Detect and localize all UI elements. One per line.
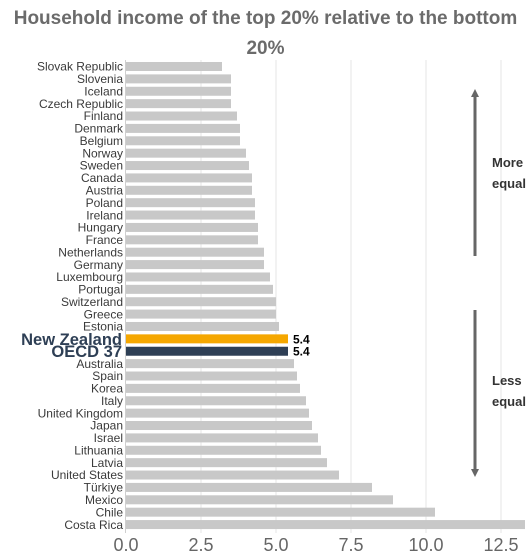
bar-canada [126, 173, 252, 183]
category-label-korea: Korea [91, 382, 123, 396]
category-label-united-states: United States [51, 468, 123, 482]
value-labels: 5.45.4 [293, 332, 310, 358]
x-tick-label: 0.0 [113, 535, 138, 555]
bar-slovenia [126, 74, 231, 84]
category-label-hungary: Hungary [78, 221, 123, 235]
category-label-estonia: Estonia [83, 320, 123, 334]
bar-sweden [126, 161, 249, 171]
bar-netherlands [126, 247, 264, 257]
bar-norway [126, 148, 246, 158]
bar-costa-rica [126, 520, 525, 530]
category-label-ireland: Ireland [86, 208, 123, 222]
category-label-slovak-republic: Slovak Republic [37, 60, 123, 74]
bar-spain [126, 371, 297, 381]
category-label-denmark: Denmark [74, 122, 124, 136]
category-label-costa-rica: Costa Rica [64, 518, 123, 532]
bar-oecd-37 [126, 346, 288, 356]
category-label-iceland: Iceland [84, 84, 123, 98]
category-label-luxembourg: Luxembourg [56, 270, 123, 284]
bar-chile [126, 507, 435, 517]
category-label-canada: Canada [81, 171, 123, 185]
value-label-oecd-37: 5.4 [293, 345, 310, 359]
bar-hungary [126, 222, 258, 232]
chart-title: Household income of the top 20% relative… [13, 8, 518, 59]
category-label-czech-republic: Czech Republic [39, 97, 123, 111]
bar-japan [126, 421, 312, 431]
category-label-mexico: Mexico [85, 493, 123, 507]
more-equal-annotation: More equal [471, 89, 526, 256]
x-tick-label: 12.5 [483, 535, 518, 555]
bar-korea [126, 383, 300, 393]
category-label-greece: Greece [84, 307, 124, 321]
category-label-finland: Finland [84, 109, 123, 123]
category-label-germany: Germany [74, 258, 123, 272]
bar-ireland [126, 210, 255, 220]
category-label-turkiye: Türkiye [84, 481, 124, 495]
bar-czech-republic [126, 99, 231, 109]
category-label-slovenia: Slovenia [77, 72, 123, 86]
bar-slovak-republic [126, 62, 222, 71]
category-label-portugal: Portugal [78, 283, 123, 297]
category-label-oecd-37: OECD 37 [51, 343, 122, 361]
x-tick-label: 2.5 [188, 535, 213, 555]
arrow-up-icon [471, 89, 479, 97]
bar-belgium [126, 136, 240, 146]
x-tick-label: 5.0 [263, 535, 288, 555]
category-label-austria: Austria [86, 184, 124, 198]
bar-united-kingdom [126, 408, 309, 418]
category-label-norway: Norway [82, 146, 123, 160]
category-label-israel: Israel [94, 431, 123, 445]
bar-germany [126, 260, 264, 270]
more-equal-line1: More [492, 155, 523, 170]
more-equal-line2: equal [492, 176, 526, 191]
bar-turkiye [126, 482, 372, 492]
category-label-belgium: Belgium [80, 134, 123, 148]
bar-italy [126, 396, 306, 406]
bar-france [126, 235, 258, 245]
category-label-netherlands: Netherlands [58, 245, 123, 259]
category-label-italy: Italy [101, 394, 123, 408]
arrow-down-icon [471, 469, 479, 477]
less-equal-line1: Less [492, 373, 522, 388]
bar-latvia [126, 458, 327, 468]
bar-iceland [126, 86, 231, 96]
bar-new-zealand [126, 334, 288, 344]
bar-austria [126, 185, 252, 195]
less-equal-annotation: Less equal [471, 310, 526, 477]
bar-switzerland [126, 297, 276, 307]
category-label-chile: Chile [96, 505, 124, 519]
x-axis-ticks: 0.0 2.5 5.0 7.5 10.0 12.5 [113, 535, 518, 555]
bar-finland [126, 111, 237, 121]
bars [126, 62, 525, 530]
bar-lithuania [126, 445, 321, 455]
category-label-new-zealand: New Zealand [21, 331, 122, 349]
category-label-latvia: Latvia [91, 456, 123, 470]
x-tick-label: 7.5 [338, 535, 363, 555]
x-tick-label: 10.0 [408, 535, 443, 555]
bar-estonia [126, 321, 279, 331]
category-label-switzerland: Switzerland [61, 295, 123, 309]
bar-poland [126, 198, 255, 208]
bar-luxembourg [126, 272, 270, 282]
bar-australia [126, 359, 294, 369]
bar-portugal [126, 284, 273, 294]
category-label-lithuania: Lithuania [74, 443, 123, 457]
category-label-poland: Poland [86, 196, 123, 210]
bar-greece [126, 309, 276, 319]
category-label-australia: Australia [76, 357, 123, 371]
category-label-united-kingdom: United Kingdom [38, 406, 123, 420]
bar-united-states [126, 470, 339, 480]
category-label-france: France [86, 233, 124, 247]
category-label-sweden: Sweden [80, 159, 123, 173]
bar-israel [126, 433, 318, 443]
category-label-spain: Spain [92, 369, 123, 383]
less-equal-line2: equal [492, 394, 526, 409]
bar-mexico [126, 495, 393, 505]
category-label-japan: Japan [90, 419, 123, 433]
value-label-new-zealand: 5.4 [293, 332, 310, 346]
bar-denmark [126, 123, 240, 133]
